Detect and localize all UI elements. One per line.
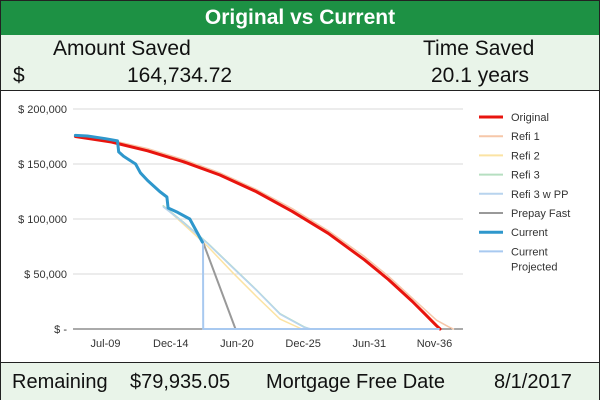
x-tick-label: Dec-14 bbox=[153, 338, 188, 350]
series-line-current bbox=[73, 133, 204, 244]
legend-label: Prepay Fast bbox=[511, 208, 570, 220]
remaining-value: $79,935.05 bbox=[130, 371, 231, 393]
balance-chart-svg: $ - $ 50,000 $ 100,000 $ 150,000 $ 200,000 Ju… bbox=[18, 104, 570, 350]
x-tick-label: Jun-31 bbox=[353, 338, 387, 350]
chart-axes: $ - $ 50,000 $ 100,000 $ 150,000 $ 200,000 Ju… bbox=[18, 104, 452, 350]
series-line-current-projected bbox=[202, 241, 440, 330]
series-line-original bbox=[73, 135, 442, 331]
series-line-refi-1 bbox=[74, 134, 455, 330]
chart-legend: Original Refi 1 Refi 2 Refi 3 Refi 3 w PP Pre… bbox=[479, 112, 570, 273]
mortgage-free-date-label: Mortgage Free Date bbox=[266, 371, 445, 393]
y-tick-label: $ 100,000 bbox=[18, 214, 67, 226]
amount-saved-label: Amount Saved bbox=[53, 37, 191, 60]
time-saved-value: 20.1 years bbox=[431, 64, 530, 87]
time-saved-label: Time Saved bbox=[423, 37, 535, 60]
legend-label: Original bbox=[511, 112, 549, 124]
series-line-refi-3-w-pp bbox=[162, 206, 313, 330]
footer-panel: Remaining $79,935.05 Mortgage Free Date … bbox=[1, 362, 599, 400]
chart-series bbox=[73, 133, 455, 331]
remaining-label: Remaining bbox=[12, 371, 108, 393]
currency-symbol: $ bbox=[13, 64, 25, 87]
y-tick-label: $ 50,000 bbox=[24, 269, 67, 281]
legend-label: Refi 3 w PP bbox=[511, 189, 568, 201]
mortgage-free-date-value: 8/1/2017 bbox=[494, 371, 572, 393]
amount-saved-value: 164,734.72 bbox=[127, 64, 233, 87]
x-tick-label: Jun-20 bbox=[220, 338, 254, 350]
series-line-prepay-fast bbox=[202, 241, 237, 330]
legend-label: Refi 1 bbox=[511, 131, 540, 143]
y-tick-label: $ 200,000 bbox=[18, 104, 67, 116]
series-line-refi-2 bbox=[162, 205, 303, 330]
summary-panel: Amount Saved Time Saved $ 164,734.72 20.… bbox=[1, 35, 599, 91]
legend-label: Current bbox=[511, 246, 548, 258]
x-tick-label: Jul-09 bbox=[91, 338, 121, 350]
x-tick-label: Dec-25 bbox=[285, 338, 320, 350]
x-tick-label: Nov-36 bbox=[417, 338, 452, 350]
y-tick-label: $ 150,000 bbox=[18, 159, 67, 171]
legend-label: Current bbox=[511, 227, 548, 239]
legend-label: Refi 2 bbox=[511, 150, 540, 162]
balance-chart: $ - $ 50,000 $ 100,000 $ 150,000 $ 200,000 Ju… bbox=[1, 91, 599, 361]
legend-label: Refi 3 bbox=[511, 170, 540, 182]
page-title: Original vs Current bbox=[1, 1, 599, 35]
y-tick-label: $ - bbox=[54, 324, 67, 336]
legend-label: Projected bbox=[511, 261, 557, 273]
